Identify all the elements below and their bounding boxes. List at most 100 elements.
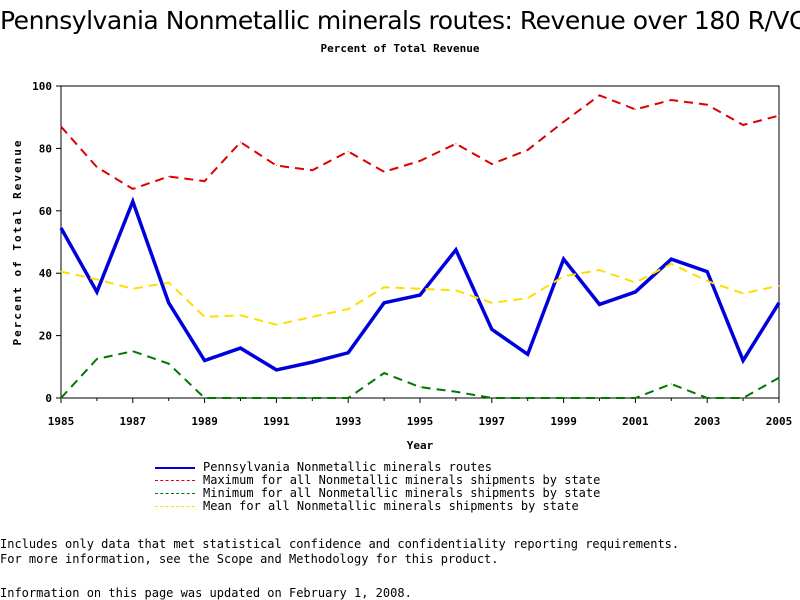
x-tick-label: 1987: [120, 415, 147, 428]
data-point: [132, 200, 134, 202]
x-tick-label: 1991: [263, 415, 290, 428]
data-point: [491, 302, 493, 304]
data-point: [311, 397, 313, 399]
data-point: [778, 377, 780, 379]
y-tick-label: 40: [39, 267, 52, 280]
data-point: [383, 171, 385, 173]
data-point: [670, 263, 672, 265]
legend-swatch: [155, 480, 195, 481]
series-line-1: [60, 94, 780, 191]
note-confidentiality: Includes only data that met statistical …: [0, 537, 680, 551]
data-point: [60, 126, 62, 128]
data-point: [311, 169, 313, 171]
x-tick-label: 1995: [407, 415, 434, 428]
data-point: [168, 282, 170, 284]
series-line-0: [59, 196, 781, 372]
data-point: [168, 302, 170, 304]
x-tick-label: 1985: [48, 415, 75, 428]
data-point: [168, 175, 170, 177]
data-point: [347, 397, 349, 399]
data-point: [599, 303, 600, 305]
data-point: [706, 104, 708, 106]
data-point: [670, 99, 672, 101]
data-point: [563, 121, 565, 123]
data-point: [60, 397, 62, 399]
data-point: [419, 294, 421, 296]
data-point: [563, 275, 565, 277]
data-point: [96, 291, 98, 293]
data-point: [527, 149, 529, 151]
data-point: [204, 360, 206, 362]
data-point: [275, 397, 277, 399]
data-point: [347, 352, 349, 354]
data-point: [527, 397, 529, 399]
x-axis-label: Year: [407, 439, 434, 452]
legend-swatch: [155, 466, 195, 469]
x-tick-label: 1999: [550, 415, 577, 428]
data-point: [706, 280, 708, 282]
data-point: [240, 314, 241, 316]
data-point: [742, 124, 744, 126]
data-point: [563, 258, 565, 260]
data-point: [599, 269, 600, 271]
data-point: [419, 160, 421, 162]
data-point: [455, 249, 457, 251]
data-point: [60, 227, 62, 229]
data-point: [132, 188, 134, 190]
data-point: [419, 288, 421, 290]
data-point: [634, 108, 636, 110]
data-point: [96, 358, 98, 360]
notes: Includes only data that met statistical …: [0, 537, 679, 567]
y-axis-label: Percent of Total Revenue: [11, 139, 24, 346]
data-point: [311, 316, 313, 318]
legend-entry: Minimum for all Nonmetallic minerals shi…: [155, 487, 600, 500]
data-point: [419, 386, 421, 388]
legend-swatch: [155, 506, 195, 507]
data-point: [706, 271, 708, 273]
y-tick-label: 100: [32, 80, 52, 93]
data-point: [455, 391, 457, 393]
chart-title: Pennsylvania Nonmetallic minerals routes…: [0, 6, 800, 35]
data-point: [240, 141, 241, 143]
data-point: [491, 328, 493, 330]
data-point: [491, 163, 493, 165]
line-chart: 0 20 40 60 80 100 1985 1987 1989 1991 1993 1995 1997…: [11, 80, 792, 452]
x-tick-label: 1997: [479, 415, 506, 428]
y-tick-label: 60: [39, 205, 52, 218]
data-point: [204, 180, 206, 182]
x-tick-label: 2001: [622, 415, 649, 428]
data-point: [742, 360, 744, 362]
data-point: [347, 151, 349, 153]
data-point: [778, 285, 780, 287]
data-point: [383, 302, 385, 304]
data-point: [240, 347, 241, 349]
legend-label: Minimum for all Nonmetallic minerals shi…: [203, 486, 601, 500]
legend-entry: Pennsylvania Nonmetallic minerals routes: [155, 461, 600, 474]
data-point: [670, 258, 672, 260]
x-tick-label: 2003: [694, 415, 721, 428]
data-point: [670, 383, 672, 385]
series-line-2: [60, 350, 780, 399]
updated-text: Information on this page was updated on …: [0, 586, 412, 600]
data-point: [527, 297, 529, 299]
data-point: [132, 288, 134, 290]
data-point: [706, 397, 708, 399]
legend-swatch: [155, 493, 195, 494]
data-point: [599, 94, 600, 96]
data-point: [491, 397, 493, 399]
data-point: [240, 397, 241, 399]
data-point: [527, 353, 529, 355]
chart-axis-labels: 0 20 40 60 80 100 1985 1987 1989 1991 1993 1995 1997…: [11, 80, 792, 452]
data-point: [96, 166, 98, 168]
data-point: [168, 363, 170, 365]
note-methodology: For more information, see the Scope and …: [0, 552, 499, 566]
data-point: [634, 291, 636, 293]
data-point: [383, 372, 385, 374]
data-point: [634, 397, 636, 399]
series-line-3: [60, 262, 780, 326]
legend-entry: Maximum for all Nonmetallic minerals shi…: [155, 474, 600, 487]
y-tick-label: 80: [39, 142, 52, 155]
data-point: [742, 292, 744, 294]
x-tick-label: 1989: [191, 415, 218, 428]
y-tick-label: 20: [39, 330, 52, 343]
